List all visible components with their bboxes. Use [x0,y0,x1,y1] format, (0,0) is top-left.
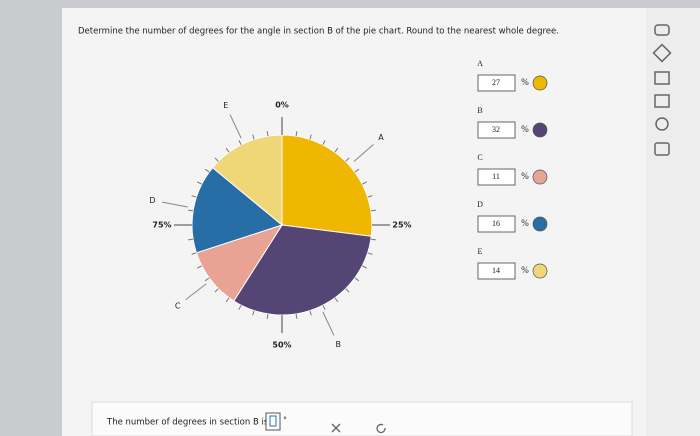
legend-letter: A [477,59,483,68]
legend-unit: % [521,171,529,181]
legend-letter: E [478,247,483,256]
answer-prompt: The number of degrees in section B is [106,418,269,428]
legend-swatch [532,169,548,185]
legend-unit: % [521,218,529,228]
legend-box [477,74,516,92]
rim-tick [191,195,197,198]
leader-line [322,311,335,336]
rim-tick [238,304,242,310]
answer-area [91,401,633,436]
rim-tick [295,131,298,137]
legend-letter: C [477,153,482,162]
rim-tick [361,265,367,269]
rim-tick [225,147,230,153]
input-cursor [269,415,277,427]
legend-box [477,215,516,233]
rim-tick [204,277,210,282]
percent-label: 25% [392,221,411,230]
rim-tick [238,140,242,146]
rim-tick [309,310,312,316]
rim-tick [309,134,312,140]
legend-swatch [532,75,548,91]
rim-tick [367,195,373,198]
leader-line [185,283,207,301]
rim-tick [191,252,197,255]
rim-tick [266,313,269,319]
rim-tick [345,288,350,293]
rim-tick [361,181,367,185]
legend-value: 11 [492,172,500,181]
rim-tick [204,168,210,173]
slice-label: D [149,196,155,205]
percent-label: 50% [272,341,291,350]
legend-value: 27 [492,78,500,87]
rim-tick [354,168,360,173]
legend-value: 16 [492,219,500,228]
rim-tick [252,310,255,316]
rim-tick [225,297,230,303]
legend-letter: B [477,106,482,115]
leader-line [162,201,188,208]
percent-label: 75% [152,221,171,230]
rim-tick [295,313,298,319]
slice-label: B [335,340,341,349]
panel [62,8,700,436]
legend-unit: % [521,77,529,87]
legend-unit: % [521,265,529,275]
clear-button[interactable] [331,423,341,433]
legend-swatch [532,263,548,279]
legend-box [477,121,516,139]
rim-tick [334,147,339,153]
rim-tick [322,304,326,310]
rim-tick [214,288,219,293]
legend-value: 32 [492,125,500,134]
rim-tick [197,181,203,185]
legend-letter: D [477,200,483,209]
legend-value: 14 [492,266,500,275]
rim-tick [188,209,194,212]
rim-tick [188,238,194,241]
rim-tick [367,252,373,255]
degree-symbol: ° [283,416,287,425]
legend-box [477,168,516,186]
rim-tick [266,131,269,137]
slice-label: C [175,301,181,310]
rim-tick [370,209,376,212]
legend: A 27 % B 32 % C 11 % D 16 % E 14% [477,59,548,280]
leader-line [229,114,242,139]
leader-line [353,143,374,162]
rim-tick [197,265,203,269]
legend-swatch [532,216,548,232]
rim-tick [345,157,350,162]
rim-tick [334,297,339,303]
pie-chart: A B C D E 0% 25% 50% 75% [149,101,411,350]
legend-swatch [532,122,548,138]
percent-label: 0% [275,101,289,110]
undo-button[interactable] [376,423,386,434]
rim-tick [252,134,255,140]
rim-tick [354,277,360,282]
legend-unit: % [521,124,529,134]
tool-icons[interactable] [652,24,672,156]
pie-slice [191,166,284,254]
question: Determine the number of degrees for the … [78,27,559,37]
toolbar [646,8,700,436]
rim-tick [370,238,376,241]
rim-tick [322,140,326,146]
slice-label: E [223,101,228,110]
rim-tick [214,157,219,162]
pie-slice [281,134,373,237]
legend-box [477,262,516,280]
slice-label: A [378,133,384,142]
pie-slice [211,134,283,227]
